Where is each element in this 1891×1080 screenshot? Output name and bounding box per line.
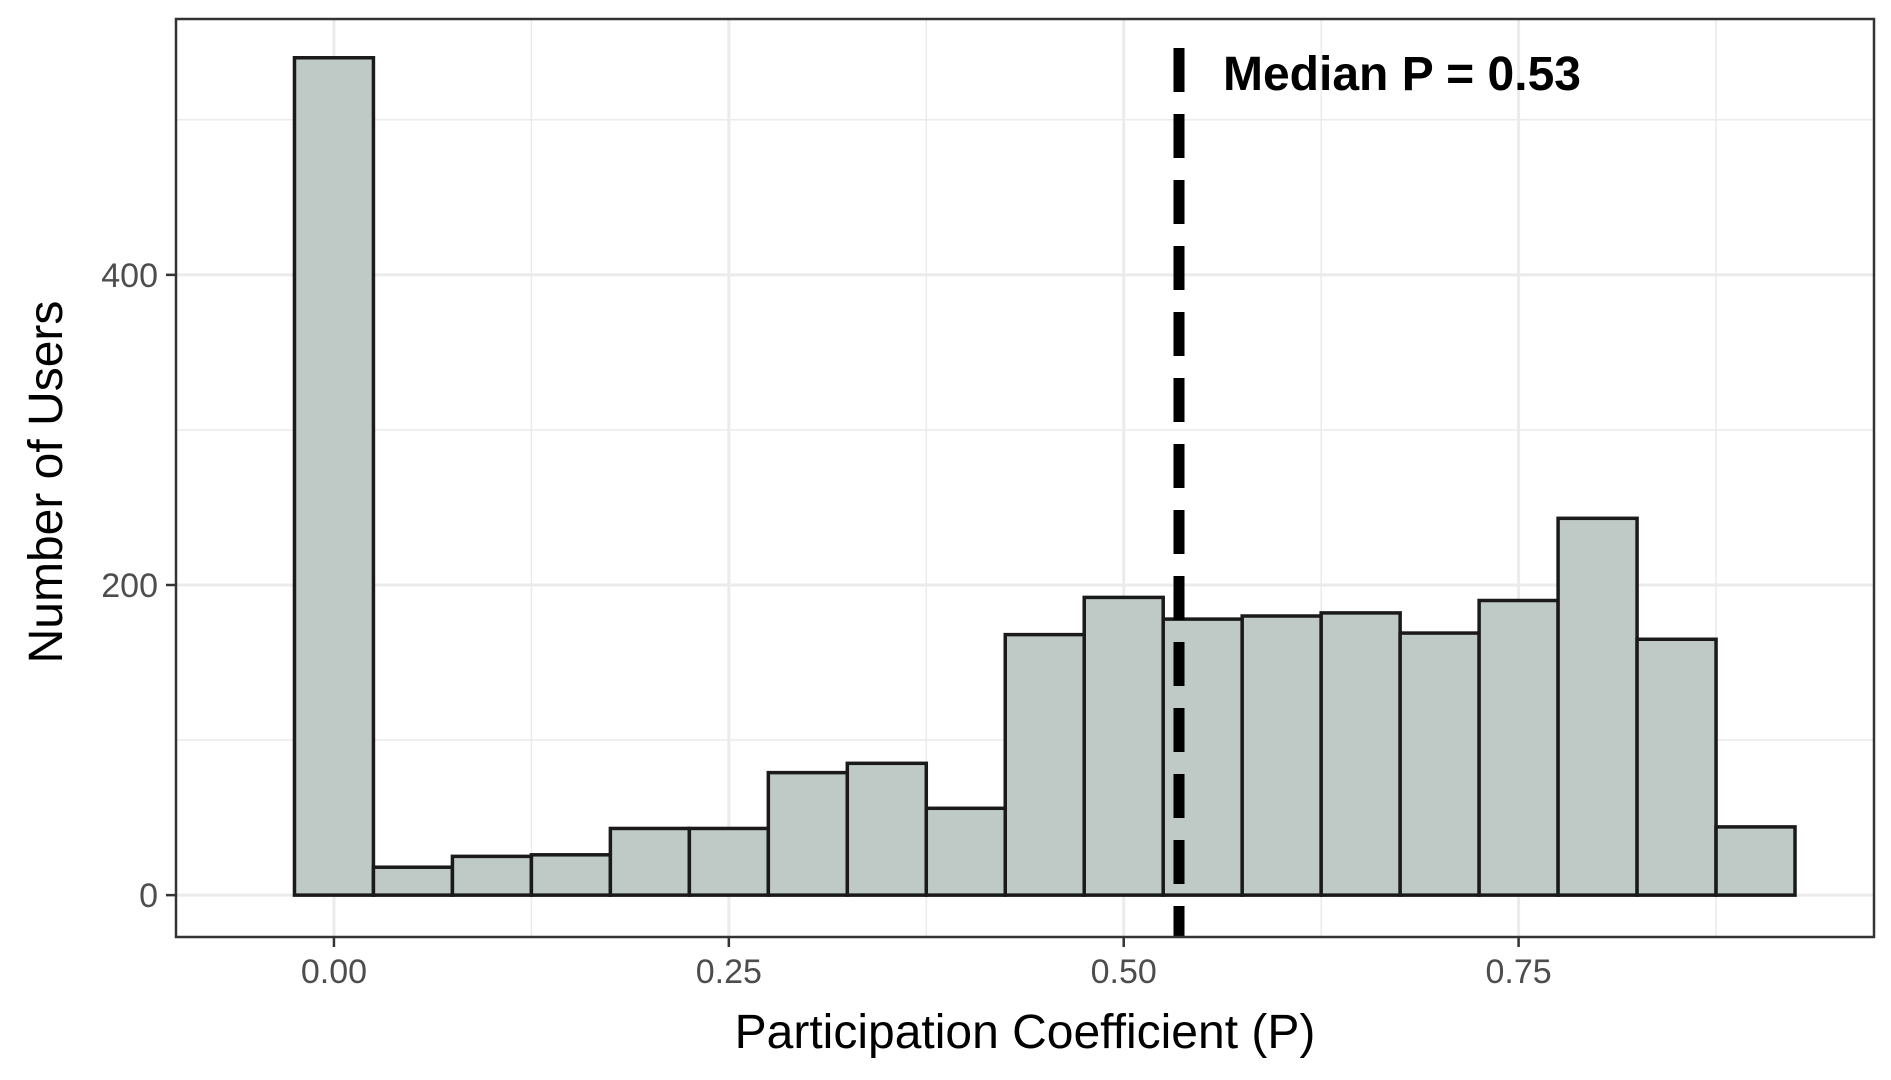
y-tick-label: 400: [101, 257, 158, 295]
plot-panel-border: [174, 17, 1876, 939]
x-tick-label: 0.00: [301, 953, 367, 991]
histogram-bar: [450, 854, 534, 897]
histogram-bar: [1556, 516, 1639, 897]
y-tick-label: 200: [101, 567, 158, 605]
histogram-bar: [608, 826, 692, 897]
x-tick-label: 0.75: [1486, 953, 1552, 991]
histogram-bar: [845, 761, 929, 897]
y-tick-label: 0: [139, 877, 158, 915]
histogram-bar: [766, 770, 850, 897]
histogram-bar: [1240, 614, 1323, 897]
median-annotation: Median P = 0.53: [1223, 48, 1581, 101]
histogram-bar: [1003, 632, 1086, 897]
histogram-bar: [1398, 631, 1481, 897]
histogram-bar: [1082, 595, 1165, 897]
axes: 0.00 0.25 0.50 0.75 0 200 400: [101, 257, 1551, 991]
x-tick-label: 0.50: [1091, 953, 1157, 991]
histogram-bar: [529, 853, 613, 897]
histogram-bar: [1714, 825, 1797, 897]
histogram-bars: [292, 56, 1797, 897]
y-axis-title: Number of Users: [20, 301, 73, 664]
histogram-bar: [292, 56, 376, 897]
x-axis-title: Participation Coefficient (P): [735, 1006, 1316, 1059]
histogram-bar: [1477, 598, 1560, 897]
histogram-bar: [1635, 637, 1718, 897]
x-tick-label: 0.25: [696, 953, 762, 991]
histogram-bar: [687, 826, 771, 897]
histogram-bar: [1319, 611, 1402, 897]
histogram-bar: [924, 806, 1008, 897]
histogram-bar: [371, 865, 455, 897]
